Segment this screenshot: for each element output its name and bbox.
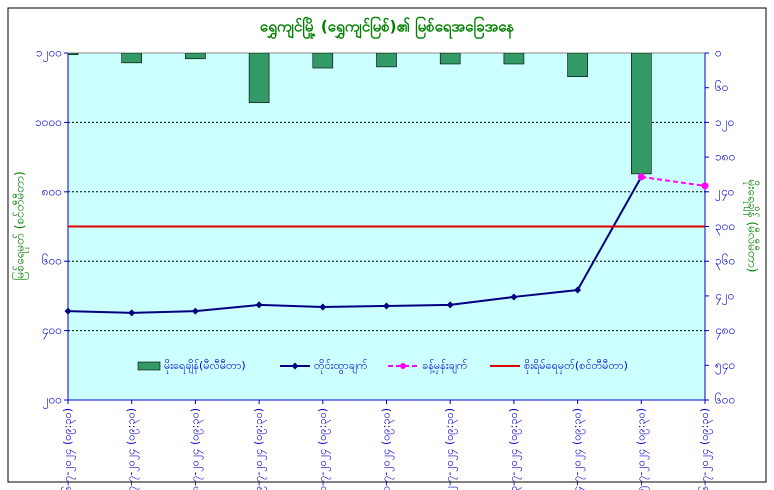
x-tick-label: ၁၆-၇-၂၀၂၄ (၀၉:၃၀) xyxy=(61,408,76,490)
marker xyxy=(191,307,199,315)
y-tick-label: ၁၂၀၀ xyxy=(36,46,62,63)
x-tick-label: ၂၁-၇-၂၀၂၄ (၀၉:၃၀) xyxy=(380,408,395,490)
x-tick-label: ၂၃-၇-၂၀၂၄ (၀၉:၃၀) xyxy=(507,408,522,490)
x-tick-label: ၂၀-၇-၂၀၂၄ (၀၉:၃၀) xyxy=(316,408,331,490)
y-tick-label: ၈၀၀ xyxy=(42,184,62,198)
y2-tick-label: ၅၄၀ xyxy=(715,358,735,375)
marker xyxy=(637,173,645,181)
y2-tick-label: ၁၈၀ xyxy=(715,150,735,164)
line xyxy=(641,175,706,187)
legend-marker xyxy=(291,362,299,370)
bar xyxy=(439,53,461,65)
y-axis-title: မြစ်ရေမှတ် (စင်တီမီတာ) xyxy=(11,171,30,280)
legend-marker xyxy=(400,363,406,369)
bar xyxy=(121,53,142,64)
marker xyxy=(574,286,582,294)
legend-swatch xyxy=(137,361,161,371)
marker xyxy=(128,309,136,317)
y2-tick-label: ၆၀ xyxy=(715,79,729,94)
legend-label: စိုးရိမ်ရေမှတ်(စင်တီမီတာ) xyxy=(524,359,628,374)
x-tick-label: ၂၅-၇-၂၀၂၄ (၀၉:၃၀) xyxy=(634,408,649,490)
bar xyxy=(248,53,270,104)
y2-axis-title: မိုးရေချိန် (မီလီမီတာ) xyxy=(743,180,761,273)
x-tick-label: ၂၂-၇-၂၀၂၄ (၀၉:၃၀) xyxy=(443,408,458,490)
marker xyxy=(64,307,72,315)
y2-tick-label: ၄၈၀ xyxy=(715,323,735,340)
y2-tick-label: ၄၂၀ xyxy=(715,288,734,305)
y2-tick-label: ၁၂၀ xyxy=(715,115,734,132)
marker xyxy=(319,303,327,311)
marker xyxy=(383,302,390,310)
y-tick-label: ၂၀၀ xyxy=(43,393,62,410)
marker xyxy=(701,182,709,190)
legend-label: တိုင်းထွာချက် xyxy=(314,359,368,374)
y-tick-label: ၆၀၀ xyxy=(42,253,62,268)
legend-label: ခန့်မှန်းချက် xyxy=(422,359,468,374)
line xyxy=(67,176,643,314)
x-tick-label: ၁၈-၇-၂၀၂၄ (၀၉:၃၀) xyxy=(188,408,203,490)
bar xyxy=(630,53,652,175)
y-tick-label: ၄၀၀ xyxy=(42,323,62,340)
x-tick-label: ၂၆-၇-၂၀၂၄ (၀၉:၃၀) xyxy=(698,408,713,490)
x-tick-label: ၁၇-၇-၂၀၂၄ (၀၉:၃၀) xyxy=(125,408,140,490)
y2-tick-label: ၃၀၀ xyxy=(715,219,735,236)
y2-tick-label: ၃၆၀ xyxy=(715,253,735,271)
marker xyxy=(510,293,518,301)
y2-tick-label: ၀ xyxy=(715,46,722,60)
x-tick-label: ၁၉-၇-၂၀၂၄ (၀၉:၃၀) xyxy=(252,408,267,490)
x-tick-label: ၂၄-၇-၂၀၂၄ (၀၉:၃၀) xyxy=(571,408,586,490)
y-tick-label: ၁၀၀၀ xyxy=(35,115,62,129)
bar xyxy=(567,53,588,78)
marker xyxy=(446,301,454,309)
bar xyxy=(68,53,79,56)
bar xyxy=(312,53,334,69)
legend-label: မိုးရေချိန်(မီလီမီတာ) xyxy=(164,359,246,374)
bar xyxy=(503,53,525,65)
marker xyxy=(255,301,263,309)
y2-tick-label: ၂၄၀ xyxy=(715,184,734,201)
y2-tick-label: ၆၀၀ xyxy=(715,392,735,407)
bar xyxy=(185,53,206,60)
bar xyxy=(376,53,397,68)
